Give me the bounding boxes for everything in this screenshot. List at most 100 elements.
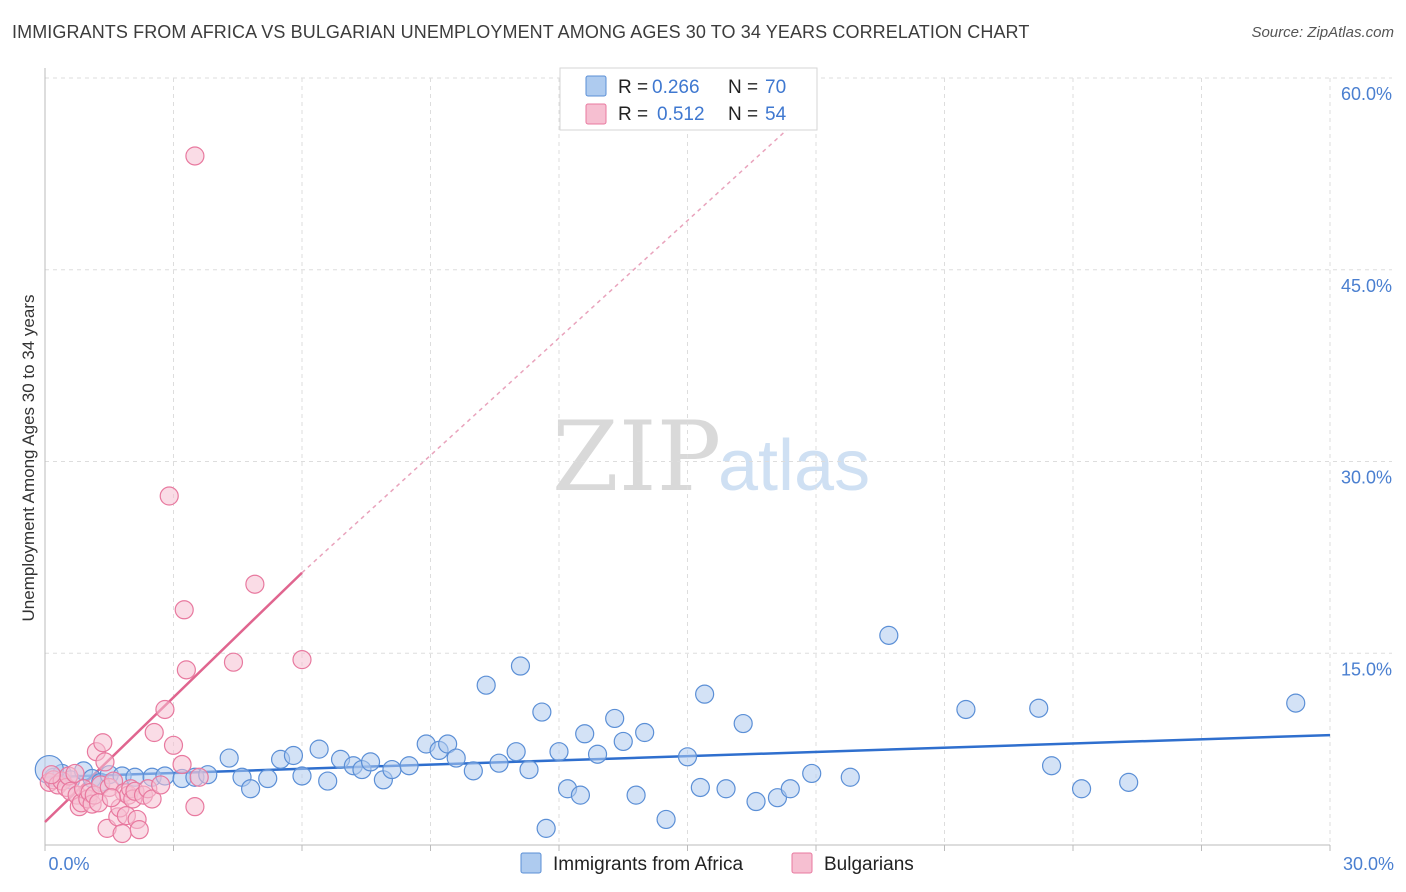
point-immigrants bbox=[532, 702, 552, 722]
legend-swatch-immigrants bbox=[520, 852, 542, 874]
point-bulgarians bbox=[159, 486, 179, 506]
y-tick-label: 30.0% bbox=[1341, 468, 1392, 488]
point-immigrants bbox=[656, 809, 676, 830]
trend-line-bulgarians-extension bbox=[301, 122, 796, 574]
legend-swatch-bulgarians bbox=[791, 852, 813, 874]
point-immigrants bbox=[549, 742, 569, 762]
point-immigrants bbox=[241, 779, 261, 799]
watermark-zip: ZIP bbox=[552, 401, 721, 513]
point-immigrants bbox=[219, 748, 239, 768]
point-bulgarians bbox=[172, 754, 192, 775]
x-tick-label: 0.0% bbox=[48, 854, 89, 874]
legend-n-label: N = bbox=[728, 104, 758, 125]
point-immigrants bbox=[690, 777, 710, 798]
point-immigrants bbox=[258, 768, 278, 789]
point-immigrants bbox=[956, 699, 976, 720]
point-immigrants bbox=[463, 761, 483, 781]
point-immigrants bbox=[1029, 698, 1049, 718]
point-immigrants bbox=[570, 785, 591, 805]
legend-r-label: R = bbox=[618, 104, 648, 125]
tick-labels: 15.0% 30.0% 45.0% 60.0% 0.0% 30.0% bbox=[48, 84, 1394, 874]
point-bulgarians bbox=[176, 660, 196, 680]
point-immigrants bbox=[309, 739, 329, 759]
point-immigrants bbox=[635, 722, 655, 743]
legend-n-value: 70 bbox=[765, 77, 786, 98]
point-immigrants bbox=[575, 724, 595, 744]
point-immigrants bbox=[802, 763, 822, 784]
grid-lines bbox=[45, 77, 1392, 845]
x-tick-label: 30.0% bbox=[1343, 854, 1394, 874]
point-immigrants bbox=[1041, 756, 1062, 776]
point-bulgarians bbox=[189, 767, 209, 787]
point-bulgarians bbox=[41, 765, 62, 785]
point-bulgarians bbox=[95, 752, 115, 772]
point-bulgarians bbox=[101, 788, 121, 808]
legend-swatch-pink bbox=[585, 103, 607, 125]
point-immigrants bbox=[382, 759, 402, 780]
legend-swatch-blue bbox=[585, 75, 607, 97]
point-immigrants bbox=[536, 818, 556, 838]
point-immigrants bbox=[476, 675, 496, 695]
legend-r-label: R = bbox=[618, 77, 648, 98]
point-bulgarians bbox=[245, 574, 265, 594]
point-bulgarians bbox=[93, 733, 113, 753]
point-immigrants bbox=[489, 753, 509, 773]
point-immigrants bbox=[677, 747, 698, 767]
point-immigrants bbox=[510, 656, 531, 676]
point-immigrants bbox=[1071, 779, 1092, 799]
point-bulgarians bbox=[65, 763, 85, 784]
source-credit: Source: ZipAtlas.com bbox=[1251, 24, 1394, 41]
y-tick-label: 45.0% bbox=[1341, 276, 1392, 296]
point-bulgarians bbox=[155, 699, 175, 720]
point-immigrants bbox=[1286, 693, 1306, 713]
point-immigrants bbox=[318, 771, 338, 791]
point-bulgarians bbox=[174, 600, 194, 620]
point-immigrants bbox=[716, 779, 736, 799]
legend-n-value: 54 bbox=[765, 104, 787, 125]
axes bbox=[44, 68, 1331, 851]
point-immigrants bbox=[292, 766, 312, 786]
legend-n-label: N = bbox=[728, 77, 758, 98]
legend-label-bulgarians: Bulgarians bbox=[824, 854, 914, 875]
legend-label-immigrants: Immigrants from Africa bbox=[553, 854, 743, 875]
point-immigrants bbox=[780, 779, 800, 799]
point-immigrants bbox=[695, 684, 715, 704]
point-immigrants bbox=[1119, 772, 1139, 792]
watermark: ZIP atlas bbox=[552, 401, 870, 513]
point-immigrants bbox=[283, 745, 304, 766]
legend-r-value: 0.266 bbox=[652, 77, 700, 98]
stats-legend: R = 0.266 N = 70 R = 0.512 N = 54 bbox=[559, 67, 818, 131]
point-bulgarians bbox=[151, 775, 171, 795]
point-immigrants bbox=[519, 759, 539, 780]
chart-title: IMMIGRANTS FROM AFRICA VS BULGARIAN UNEM… bbox=[12, 22, 1030, 42]
point-bulgarians bbox=[144, 722, 164, 743]
point-immigrants bbox=[446, 748, 466, 768]
point-immigrants bbox=[746, 791, 766, 812]
point-bulgarians bbox=[185, 146, 205, 166]
point-immigrants bbox=[840, 767, 860, 787]
point-bulgarians bbox=[142, 789, 162, 809]
legend-r-value: 0.512 bbox=[657, 104, 705, 125]
point-bulgarians bbox=[185, 797, 205, 817]
point-bulgarians bbox=[129, 820, 149, 840]
point-immigrants bbox=[587, 744, 608, 764]
point-immigrants bbox=[438, 734, 458, 754]
y-tick-label: 15.0% bbox=[1341, 659, 1392, 679]
point-bulgarians bbox=[163, 735, 184, 755]
point-immigrants bbox=[626, 785, 646, 805]
point-bulgarians bbox=[223, 652, 244, 672]
data-points bbox=[34, 146, 1306, 844]
point-immigrants bbox=[733, 713, 753, 734]
point-immigrants bbox=[605, 708, 625, 729]
point-bulgarians bbox=[112, 823, 132, 844]
point-immigrants bbox=[879, 625, 899, 645]
watermark-atlas: atlas bbox=[718, 426, 870, 506]
point-immigrants bbox=[506, 742, 526, 762]
y-tick-label: 60.0% bbox=[1341, 84, 1392, 104]
series-legend: Immigrants from Africa Bulgarians bbox=[520, 852, 914, 875]
point-immigrants bbox=[613, 731, 633, 752]
point-immigrants bbox=[360, 752, 381, 772]
y-axis-label: Unemployment Among Ages 30 to 34 years bbox=[19, 295, 38, 622]
point-immigrants bbox=[399, 756, 419, 776]
